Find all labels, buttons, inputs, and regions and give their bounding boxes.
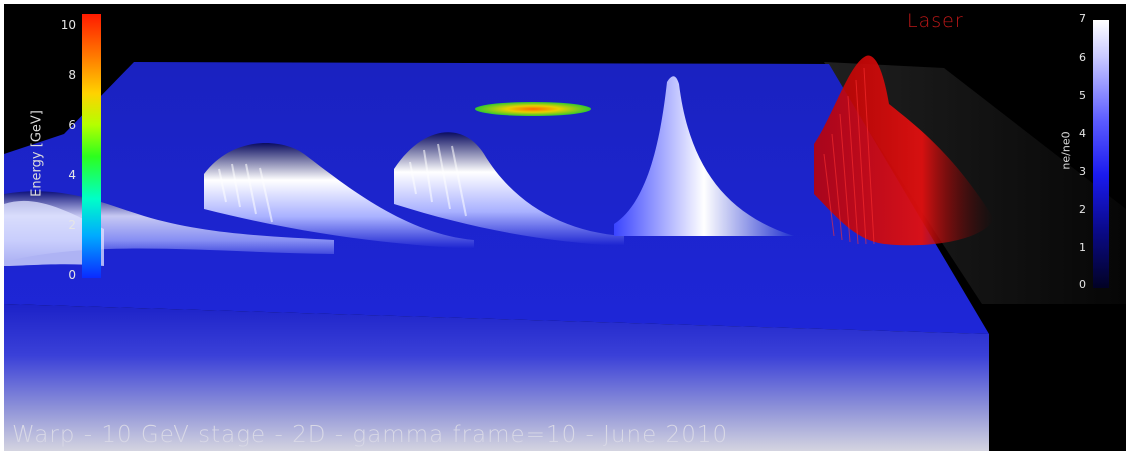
density-spike [614,76,794,236]
plasma-front-face [4,304,989,451]
density-tick: 2 [1079,203,1086,216]
energy-tick: 8 [68,68,76,82]
laser-pulse [814,55,994,246]
energy-tick: 2 [68,218,76,232]
energy-colorbar [82,14,101,278]
caption: Warp - 10 GeV stage - 2D - gamma frame=1… [12,422,729,448]
density-tick: 0 [1079,278,1086,291]
energy-tick: 4 [68,168,76,182]
plasma-wake-render [4,55,1126,451]
energy-tick: 10 [60,18,76,32]
energy-tick: 0 [68,268,76,282]
electron-bunch [475,102,591,116]
density-tick: 7 [1079,12,1086,25]
density-tick: 5 [1079,89,1086,102]
density-tick: 6 [1079,51,1086,64]
laser-label: Laser [907,10,964,32]
density-axis-title: ne/ne0 [1059,131,1073,170]
density-tick: 4 [1079,127,1086,140]
density-colorbar [1093,20,1109,288]
visualization-frame: 10 8 6 4 2 0 Energy [GeV] 7 6 5 4 3 2 1 … [4,4,1126,451]
energy-tick: 6 [68,118,76,132]
density-tick: 1 [1079,241,1086,254]
energy-axis-title: Energy [GeV] [29,110,45,197]
density-tick: 3 [1079,165,1086,178]
